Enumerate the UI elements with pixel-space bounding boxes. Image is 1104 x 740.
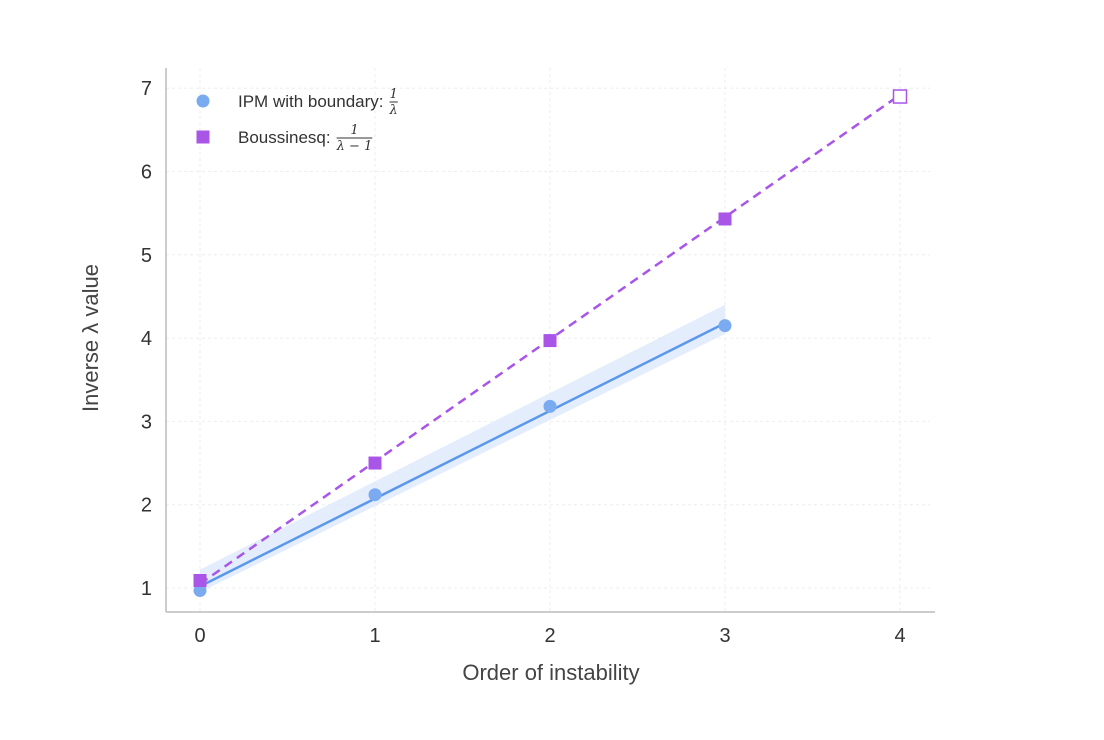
- x-tick-label: 3: [719, 625, 730, 647]
- legend-fraction-denominator: λ − 1: [336, 139, 373, 154]
- legend-fraction-numerator: 1: [390, 87, 398, 102]
- data-point: [892, 89, 908, 104]
- legend-fraction-denominator: λ: [389, 103, 398, 118]
- data-point: [193, 583, 207, 597]
- data-point: [543, 334, 557, 348]
- x-tick-label: 0: [194, 625, 205, 647]
- y-tick-label: 2: [141, 495, 152, 517]
- y-tick-label: 6: [141, 162, 152, 184]
- legend-marker-square: [196, 130, 210, 144]
- fit-line-1: [199, 321, 726, 588]
- x-tick-label: 1: [369, 625, 380, 647]
- legend-label: IPM with boundary:: [238, 92, 384, 111]
- y-tick-label: 3: [141, 411, 152, 433]
- y-axis-label: Inverse λ value: [78, 264, 103, 412]
- grid: [166, 68, 930, 612]
- confidence-band-1: [200, 304, 725, 593]
- x-tick-label: 2: [544, 625, 555, 647]
- data-point: [718, 319, 732, 333]
- legend-marker-circle: [196, 94, 210, 108]
- data-point: [718, 212, 732, 226]
- legend-fraction-numerator: 1: [350, 123, 358, 138]
- legend-label: Boussinesq:: [238, 128, 331, 147]
- data-point: [368, 488, 382, 502]
- y-tick-label: 5: [141, 245, 152, 267]
- data-point: [543, 399, 557, 413]
- x-tick-label: 4: [894, 625, 905, 647]
- y-tick-label: 7: [141, 78, 152, 100]
- axes: [165, 68, 935, 613]
- data-point: [193, 574, 207, 588]
- tick-labels: 1 2 3 4 5 6 7 0 1 2 3 4: [141, 78, 906, 647]
- y-tick-label: 1: [141, 578, 152, 600]
- data-point: [368, 456, 382, 470]
- x-axis-label: Order of instability: [462, 660, 639, 685]
- confidence-band: [200, 304, 725, 593]
- data-points: [193, 89, 908, 597]
- y-tick-label: 4: [141, 328, 152, 350]
